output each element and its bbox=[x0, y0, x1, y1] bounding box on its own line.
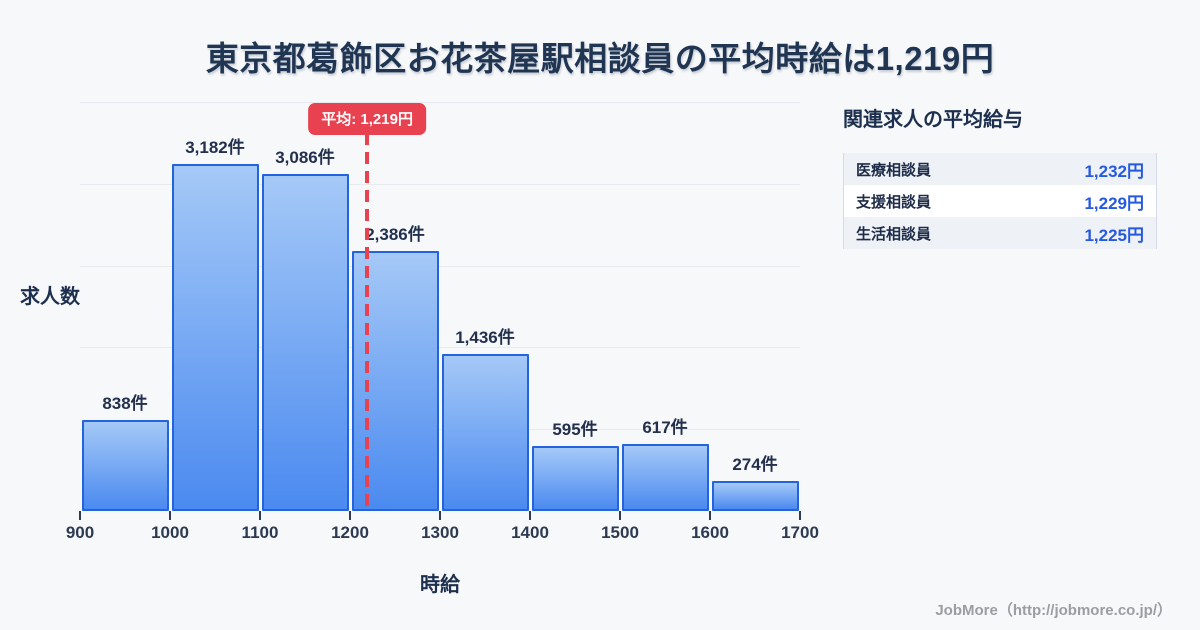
x-axis-tick bbox=[259, 511, 261, 520]
histogram-bar bbox=[261, 174, 349, 511]
related-jobs-panel: 関連求人の平均給与 医療相談員 1,232円支援相談員 1,229円生活相談員 1,2… bbox=[843, 103, 1157, 249]
x-axis-tick bbox=[709, 511, 711, 520]
bar-slot: 617件 bbox=[620, 102, 710, 511]
gridline bbox=[80, 265, 800, 267]
salary-row-value: 1,232円 bbox=[1084, 161, 1144, 181]
bar-value-label: 617件 bbox=[642, 417, 688, 437]
histogram-bar bbox=[441, 354, 529, 511]
histogram-plot: 838件 3,182件 3,086件 2,386件 1,436件 595件 617件 274件… bbox=[66, 102, 819, 542]
x-axis-tick-label: 1000 bbox=[151, 523, 189, 542]
gridline bbox=[80, 347, 800, 349]
bar-slot: 274件 bbox=[710, 102, 800, 511]
salary-table: 医療相談員 1,232円支援相談員 1,229円生活相談員 1,225円 bbox=[843, 153, 1157, 249]
salary-row: 生活相談員 1,225円 bbox=[844, 217, 1156, 249]
histogram-bar bbox=[711, 481, 799, 511]
bar-value-label: 274件 bbox=[732, 455, 778, 475]
salary-row: 支援相談員 1,229円 bbox=[844, 185, 1156, 217]
x-axis-tick bbox=[169, 511, 171, 520]
x-axis-tick-label: 1400 bbox=[511, 523, 549, 542]
bar-value-label: 838件 bbox=[102, 393, 148, 413]
average-badge: 平均: 1,219円 bbox=[308, 103, 426, 135]
bar-slot: 595件 bbox=[530, 102, 620, 511]
salary-row-value: 1,229円 bbox=[1084, 193, 1144, 213]
footer-credit: JobMore（http://jobmore.co.jp/） bbox=[935, 602, 1172, 619]
x-axis-tick bbox=[79, 511, 81, 520]
histogram-bar bbox=[171, 163, 259, 511]
y-axis-title: 求人数 bbox=[20, 286, 80, 308]
bar-value-label: 1,436件 bbox=[455, 328, 515, 348]
gridline bbox=[80, 102, 800, 103]
bar-slot: 3,182件 bbox=[170, 102, 260, 511]
x-axis-tick bbox=[799, 511, 801, 520]
x-axis-tick-label: 1600 bbox=[691, 523, 729, 542]
salary-row: 医療相談員 1,232円 bbox=[844, 153, 1156, 185]
bar-slot: 838件 bbox=[80, 102, 170, 511]
x-axis-tick bbox=[529, 511, 531, 520]
page-title: 東京都葛飾区お花茶屋駅相談員の平均時給は1,219円 bbox=[205, 40, 995, 77]
related-jobs-title: 関連求人の平均給与 bbox=[843, 109, 1023, 131]
x-axis-tick bbox=[439, 511, 441, 520]
bars-container: 838件 3,182件 3,086件 2,386件 1,436件 595件 617件 274件 bbox=[80, 102, 800, 511]
histogram-bar bbox=[531, 446, 619, 511]
histogram-bar bbox=[81, 419, 169, 511]
x-axis-tick-label: 1500 bbox=[601, 523, 639, 542]
x-axis-tick bbox=[349, 511, 351, 520]
bar-value-label: 3,182件 bbox=[185, 137, 245, 157]
salary-row-label: 生活相談員 bbox=[856, 225, 932, 243]
bar-slot: 1,436件 bbox=[440, 102, 530, 511]
salary-row-value: 1,225円 bbox=[1084, 225, 1144, 245]
bar-value-label: 595件 bbox=[552, 420, 598, 440]
salary-row-label: 支援相談員 bbox=[856, 193, 932, 211]
histogram-bar bbox=[621, 443, 709, 511]
bar-value-label: 2,386件 bbox=[365, 224, 425, 244]
bar-slot: 3,086件 bbox=[260, 102, 350, 511]
gridline bbox=[80, 183, 800, 185]
salary-row-label: 医療相談員 bbox=[856, 161, 932, 179]
x-axis-tick bbox=[619, 511, 621, 520]
x-axis-tick-label: 1100 bbox=[241, 523, 279, 542]
x-axis-tick-label: 1200 bbox=[331, 523, 369, 542]
gridline bbox=[80, 429, 800, 431]
x-axis-title: 時給 bbox=[420, 574, 460, 596]
x-axis-tick-label: 900 bbox=[65, 523, 95, 542]
average-line bbox=[365, 133, 370, 511]
bar-slot: 2,386件 bbox=[350, 102, 440, 511]
bar-value-label: 3,086件 bbox=[275, 148, 335, 168]
x-axis-tick-label: 1300 bbox=[421, 523, 459, 542]
x-axis-tick-label: 1700 bbox=[781, 523, 819, 542]
